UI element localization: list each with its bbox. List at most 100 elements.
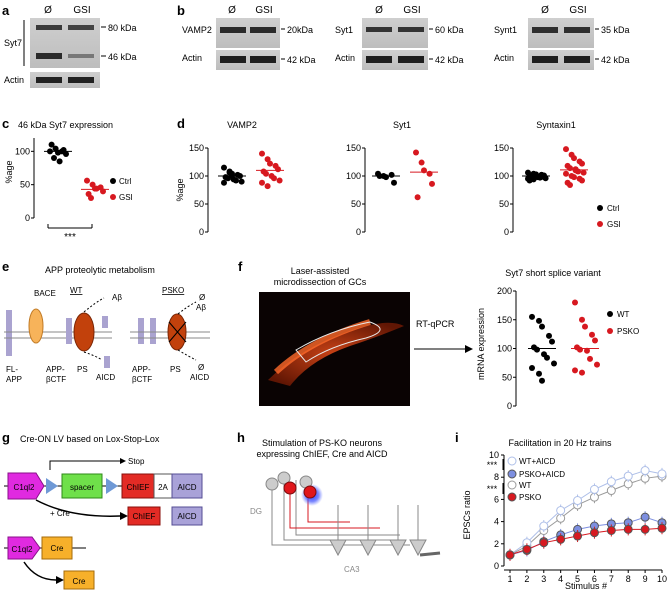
panel-i-point-wt-aicd-5 [589, 484, 599, 494]
aicd-label-wt: AICD [96, 373, 115, 382]
spacer-label: spacer [70, 483, 94, 492]
panel-c-title: 46 kDa Syt7 expression [18, 120, 113, 130]
loxp-site-2 [106, 478, 118, 494]
col-label-ctrl-a: Ø [44, 5, 52, 16]
panel-d-0-point-gsi-6 [263, 170, 269, 177]
panel-d-0-point-gsi-2 [267, 160, 273, 167]
synt1-label: Synt1 [494, 25, 517, 35]
panel-i-y-tick-label: 8 [494, 472, 499, 482]
size-label-46: 46 kDa [108, 52, 137, 62]
panel-c-ylabel: %age [4, 160, 14, 183]
synt1-kda: 35 kDa [601, 25, 630, 35]
micro-title-1: Laser-assisted [291, 266, 350, 276]
actin-kda-b2: 42 kDa [435, 55, 464, 65]
panel-d-1-point-ctrl-3 [388, 171, 395, 178]
syt1-blot [362, 18, 428, 48]
vamp2-label: VAMP2 [182, 25, 212, 35]
panel-i-x-tick-label: 10 [657, 574, 667, 584]
panel-f-marks [528, 299, 600, 384]
legend-wt-f: WT [617, 310, 630, 319]
panel-c-y-tick-label: 50 [20, 180, 30, 190]
col-label-gsi-b2: GSI [403, 5, 420, 16]
panel-c-y-tick-label: 0 [25, 213, 30, 223]
actin-label-b2: Actin [335, 53, 355, 63]
abeta-label-wt: Aβ [112, 293, 122, 302]
panel-f-point-psko-1 [579, 316, 585, 323]
vamp2-band-ctrl [220, 27, 246, 33]
panel-d: d VAMP2150100500%ageSyt1150100500Syntaxi… [175, 116, 621, 237]
panel-i-x-tick-label: 9 [643, 574, 648, 584]
syt1-kda: 60 kDa [435, 25, 464, 35]
panel-d-2-point-gsi-16 [567, 181, 573, 188]
panel-c-y-tick-label: 100 [15, 146, 30, 156]
hippocampus-tissue [268, 322, 404, 386]
panel-b: b Ø GSI VAMP2 20kDa Actin 42 kDa Ø GSI S… [177, 3, 630, 70]
panel-letter-i: i [455, 430, 459, 445]
legend-ctrl-c: Ctrl [119, 177, 132, 186]
panel-d-1-y-tick-label: 50 [351, 199, 361, 209]
panel-i-point-psko-8 [640, 524, 650, 534]
cre-product-label: Cre [73, 577, 86, 586]
panel-d-ylabel: %age [175, 178, 185, 201]
panel-d-title: VAMP2 [227, 120, 257, 130]
panel-i-legend-marker-wt [507, 480, 517, 490]
panel-f-point-wt-2 [539, 323, 545, 330]
cre-expression-arrow [23, 561, 57, 581]
panel-h-title-1: Stimulation of PS-KO neurons [262, 438, 383, 448]
panel-d-2-y-tick-label: 100 [494, 171, 509, 181]
dissected-gc-outline [295, 321, 381, 363]
panel-f: f Laser-assisted microdissection of GCs … [238, 259, 639, 411]
actin-label-b1: Actin [182, 53, 202, 63]
panel-i-y-tick-label: 2 [494, 539, 499, 549]
actin-blot-b1 [216, 50, 280, 70]
panel-a: a Ø GSI Syt7 Actin 80 kDa 46 kDa [2, 3, 137, 88]
gc-neuron-2 [277, 471, 291, 485]
panel-i-point-wt-aicd-8 [640, 466, 650, 476]
syt7-band-46-gsi [68, 54, 94, 58]
panel-i-x-tick-label: 2 [524, 574, 529, 584]
legend-ctrl-dot-c [110, 178, 116, 184]
app-ctf-wt [66, 318, 72, 344]
panel-i-marks [505, 464, 667, 561]
spacer-box [61, 473, 103, 499]
panel-i-point-wt-aicd-4 [573, 496, 583, 506]
two-a-label: 2A [158, 483, 168, 492]
ps-label-psko: PS [170, 365, 181, 374]
significance-i-2: *** [487, 484, 498, 494]
abeta-label-psko: Aβ [196, 303, 206, 312]
panel-i-x-tick-label: 5 [575, 574, 580, 584]
panel-d-plot-syntaxin1: Syntaxin1 150 100 50 0 [494, 120, 588, 237]
panel-i-legend-marker-psko-aicd [507, 469, 517, 479]
panel-d-2-point-gsi-10 [563, 170, 569, 177]
c1ql2-promoter [7, 472, 45, 500]
col-label-ctrl-b1: Ø [228, 5, 236, 16]
fl-app-tm [6, 310, 12, 356]
panel-d-2-point-gsi-12 [571, 174, 577, 181]
panel-i-legend-label-psko-aicd: PSKO+AICD [519, 470, 565, 479]
gc-neuron-red-1 [283, 481, 297, 495]
actin-blot-a [30, 72, 100, 88]
panel-d-0-y-tick-label: 50 [194, 199, 204, 209]
panel-i-legend: WT+AICD PSKO+AICD WT PSKO [507, 456, 565, 502]
panel-i: i Facilitation in 20 Hz trains EPSCs rat… [455, 430, 667, 591]
panel-d-plot-vamp2: VAMP2 150 100 50 0 %age [175, 120, 284, 237]
recording-pipette [419, 551, 441, 557]
legend-gsi-c: GSI [119, 193, 133, 202]
cre-product [63, 570, 95, 590]
panel-i-line-psko [509, 527, 663, 556]
ca3-dendrites [337, 505, 419, 540]
panel-d-0-point-gsi-11 [264, 183, 271, 190]
significance-i-1: *** [487, 460, 498, 470]
panel-d-0-y-tick-label: 150 [189, 143, 204, 153]
chief-box [121, 473, 155, 499]
legend-wt-dot-f [607, 311, 613, 317]
panel-d-2-point-gsi-14 [579, 177, 585, 184]
panel-d-1-point-ctrl-2 [383, 174, 389, 181]
app-ctf-label-2: βCTF [46, 375, 66, 384]
panel-d-0-point-ctrl-10 [221, 179, 227, 186]
panel-f-point-wt-12 [539, 377, 545, 384]
panel-f-plot-title: Syt7 short splice variant [505, 268, 601, 278]
transcription-arrow [49, 460, 120, 470]
panel-d-1-point-gsi-5 [414, 194, 421, 201]
panel-c-point-ctrl-5 [48, 141, 55, 148]
